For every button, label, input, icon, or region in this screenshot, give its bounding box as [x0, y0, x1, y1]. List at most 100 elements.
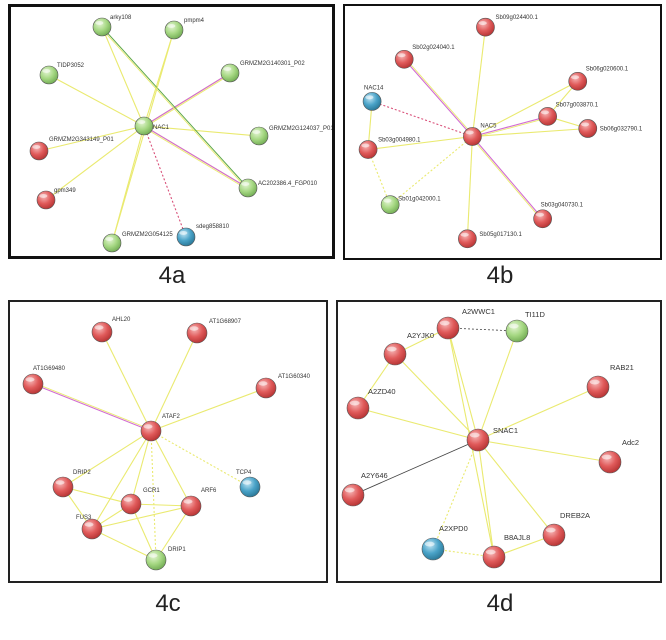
- node-circle: [91, 321, 113, 343]
- node-sdeg[interactable]: sdeg858810: [176, 224, 230, 247]
- edge-NAC5-Sb01: [389, 136, 473, 206]
- node-AT1G69480[interactable]: AT1G69480: [22, 366, 66, 395]
- node-Sb06a[interactable]: Sb06g020600.1: [568, 66, 629, 91]
- node-Sb06b[interactable]: Sb06g032790.1: [578, 119, 643, 138]
- node-NAC5[interactable]: NAC5: [463, 123, 497, 146]
- node-A2YJK0[interactable]: A2YJK0: [383, 331, 434, 366]
- node-RAB21[interactable]: RAB21: [586, 363, 634, 399]
- node-circle: [578, 119, 598, 138]
- node-GRM1[interactable]: GRMZM2G343149_P01: [29, 137, 114, 161]
- edge-SNAC1-Adc2: [477, 439, 611, 463]
- node-DRIP1[interactable]: DRIP1: [145, 547, 186, 571]
- node-Sb09[interactable]: Sb09g024400.1: [476, 15, 539, 37]
- edge-overlay-NAC5-Sb07: [472, 117, 549, 139]
- node-circle: [140, 420, 162, 442]
- node-arky108[interactable]: arky108: [92, 15, 132, 37]
- node-circle: [586, 375, 610, 399]
- node-label: FUS3: [76, 515, 92, 521]
- edge-SNAC1-RAB21: [477, 386, 599, 441]
- caption-4a: 4a: [158, 262, 186, 289]
- node-A2Y646[interactable]: A2Y646: [341, 471, 388, 507]
- node-Sb03b[interactable]: Sb03g040730.1: [533, 203, 584, 229]
- node-highlight: [535, 212, 544, 217]
- node-label: Sb06g020600.1: [586, 66, 629, 72]
- node-SNAC1[interactable]: SNAC1: [466, 426, 518, 452]
- node-circle: [220, 63, 240, 83]
- node-NAC4[interactable]: NAC14: [362, 85, 384, 111]
- edge-Sb03a-Sb01: [367, 149, 391, 205]
- node-label: NAC14: [364, 85, 384, 91]
- edge-NAC5-Sb07: [472, 115, 548, 138]
- edge-FUS3-DRIP1: [91, 528, 157, 561]
- node-DRIP2[interactable]: DRIP2: [52, 470, 91, 498]
- node-AT1G68907[interactable]: AT1G68907: [186, 319, 242, 344]
- node-A2WWC1[interactable]: A2WWC1: [436, 307, 495, 340]
- edge-NAC5-Sb03a: [368, 135, 473, 151]
- node-circle: [341, 483, 365, 507]
- node-highlight: [349, 400, 360, 406]
- node-label: ARF6: [201, 488, 217, 494]
- node-GRM5[interactable]: GRMZM2G124037_P01: [249, 126, 332, 146]
- node-TI11D[interactable]: TI11D: [505, 310, 545, 343]
- edge-NAC1-sdeg: [143, 125, 187, 238]
- edge-NAC5-Sb05: [466, 136, 473, 239]
- node-Sb07[interactable]: Sb07g003870.1: [538, 102, 599, 126]
- edge-NAC1-AC2: [143, 125, 249, 189]
- node-highlight: [252, 129, 261, 134]
- edge-ATAF2-ARF6: [150, 430, 192, 507]
- node-highlight: [143, 424, 153, 429]
- node-label: AT1G68907: [209, 319, 242, 325]
- node-Sb01[interactable]: Sb01g042000.1: [380, 195, 441, 215]
- node-gpm349[interactable]: gpm349: [36, 188, 76, 210]
- node-label: ATAF2: [162, 414, 180, 420]
- node-highlight: [589, 379, 600, 385]
- node-GCR1[interactable]: GCR1: [120, 488, 160, 515]
- node-B8AJL8[interactable]: B8AJL8: [482, 533, 530, 569]
- edge-A2WWC1-TI11D: [447, 327, 518, 332]
- node-TIDP3052[interactable]: TIDP3052: [39, 63, 85, 85]
- node-DREB2A[interactable]: DREB2A: [542, 511, 590, 547]
- node-ATAF2[interactable]: ATAF2: [140, 414, 180, 442]
- node-TCP4[interactable]: TCP4: [236, 470, 261, 498]
- panel-4d: A2WWC1 TI11D A2YJK0 RAB21 A2ZD40 SNAC1 Adc2 A2Y…: [336, 300, 662, 583]
- network-4c: AHL20 AT1G68907 AT1G69480 AT1G60340 ATAF2 TCP…: [22, 317, 311, 571]
- node-highlight: [540, 110, 549, 115]
- node-A2XPD0[interactable]: A2XPD0: [421, 524, 468, 561]
- node-pmpm4[interactable]: pmpm4: [164, 18, 205, 40]
- node-Adc2[interactable]: Adc2: [598, 438, 639, 474]
- node-circle: [81, 518, 103, 540]
- node-GRM4[interactable]: GRMZM2G140301_P02: [220, 61, 305, 83]
- node-circle: [466, 428, 490, 452]
- node-circle: [176, 227, 196, 247]
- node-highlight: [241, 181, 250, 186]
- node-A2ZD40[interactable]: A2ZD40: [346, 387, 396, 420]
- node-circle: [39, 65, 59, 85]
- node-FUS3[interactable]: FUS3: [76, 515, 103, 540]
- node-label: Sb01g042000.1: [398, 197, 441, 203]
- node-label: Sb09g024400.1: [495, 15, 538, 21]
- node-NAC1[interactable]: NAC1: [134, 116, 170, 136]
- edge-DRIP2-GCR1: [62, 486, 132, 505]
- node-Sb02[interactable]: Sb02g024040.1: [394, 45, 455, 69]
- node-ARF6[interactable]: ARF6: [180, 488, 217, 517]
- node-AHL20[interactable]: AHL20: [91, 317, 131, 343]
- panel-4c: AHL20 AT1G68907 AT1G69480 AT1G60340 ATAF2 TCP…: [8, 300, 328, 583]
- node-GRM6[interactable]: GRMZM2G054125: [102, 232, 173, 253]
- node-AT1G60340[interactable]: AT1G60340: [255, 374, 311, 399]
- node-label: pmpm4: [184, 18, 205, 24]
- node-circle: [346, 396, 370, 420]
- node-highlight: [179, 230, 188, 235]
- node-circle: [463, 127, 482, 146]
- node-highlight: [55, 480, 65, 485]
- node-label: sdeg858810: [196, 224, 230, 230]
- edge-SNAC1-A2Y646: [352, 439, 479, 496]
- node-highlight: [167, 23, 176, 28]
- node-label: GRMZM2G124037_P01: [269, 126, 332, 132]
- node-AC2[interactable]: AC202386.4_FGP010: [238, 178, 318, 198]
- node-Sb03a[interactable]: Sb03g004980.1: [358, 138, 421, 159]
- node-label: NAC1: [153, 125, 170, 131]
- node-label: Sb07g003870.1: [556, 102, 599, 108]
- node-Sb05[interactable]: Sb05g017130.1: [458, 229, 522, 249]
- node-circle: [102, 233, 122, 253]
- node-label: Sb02g024040.1: [412, 45, 455, 51]
